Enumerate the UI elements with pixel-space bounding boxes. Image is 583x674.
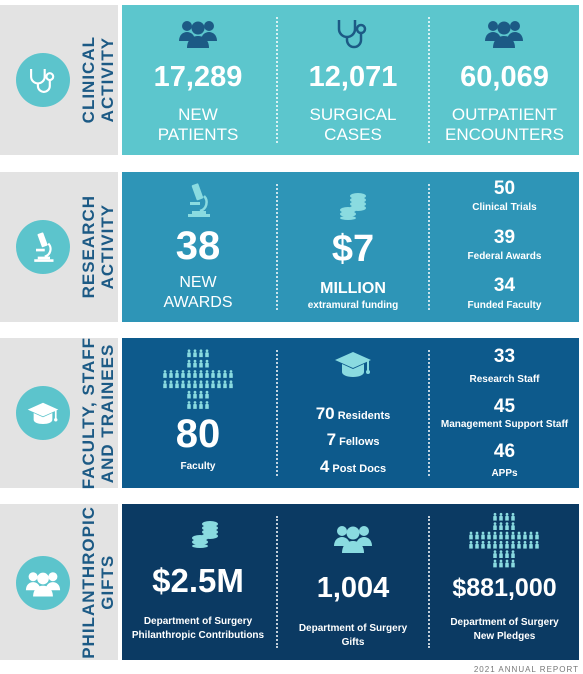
microscope-icon [16,220,70,274]
stat-value: 1,004 [316,572,390,604]
trainees: 70 Residents 7 Fellows 4 Post Docs [278,338,428,488]
stat-caption: NEW PATIENTS [157,105,239,144]
trainee-fellows: 7 Fellows [326,430,380,449]
people-group-icon [485,21,523,48]
list-value: 50 [493,178,516,199]
graduation-cap-icon [16,386,70,440]
people-group-icon [179,21,217,48]
graduation-cap-icon [334,351,372,378]
section-sidebar: FACULTY, STAFF AND TRAINEES [0,336,118,490]
section-label: PHILANTHROPIC GIFTS [79,505,117,659]
list-value: 33 [493,346,516,367]
section-clinical: CLINICAL ACTIVITY 17,289 NEW PATIENTS 12,0… [0,5,583,155]
coin-stack-icon [340,193,366,220]
section-label: CLINICAL ACTIVITY [79,36,117,124]
stat-caption: MILLION [320,280,386,297]
list-caption: Federal Awards [467,251,542,262]
list-value: 34 [493,275,516,296]
list-caption: Clinical Trials [472,202,537,213]
stat-caption: SURGICAL CASES [309,105,397,144]
list-value: 39 [493,227,516,248]
stat-extramural-funding: $7 MILLION extramural funding [278,172,428,322]
stat-caption: Department of Surgery Philanthropic Contr… [131,616,265,641]
stat-value: $2.5M [152,562,244,599]
staff-list: 33 Research Staff 45 Management Support … [430,338,579,488]
stat-value: 12,071 [308,61,398,93]
stat-caption: OUTPATIENT ENCOUNTERS [444,105,564,144]
stat-faculty: 80 Faculty [122,338,274,488]
section-label: FACULTY, STAFF AND TRAINEES [79,336,117,490]
list-caption: Funded Faculty [467,300,542,311]
list-value: 46 [493,441,516,462]
stat-value: 38 [175,224,221,268]
section-research: RESEARCH ACTIVITY 38 NEW AWARDS $7 MILLION… [0,172,583,322]
stat-subcaption: extramural funding [307,300,399,311]
section-sidebar: PHILANTHROPIC GIFTS [0,504,118,660]
stethoscope-icon [16,53,70,107]
stat-value: $881,000 [452,574,557,602]
section-label: RESEARCH ACTIVITY [79,195,117,299]
list-caption: Research Staff [469,374,540,385]
section-sidebar: RESEARCH ACTIVITY [0,172,118,322]
stat-philanthropic-contributions: $2.5M Department of Surgery Philanthropic… [122,504,274,660]
people-group-icon [16,556,70,610]
stat-caption: NEW AWARDS [163,274,233,311]
stat-surgical-cases: 12,071 SURGICAL CASES [278,5,428,155]
stat-caption: Department of Surgery Gifts [298,623,408,648]
section-panel: 38 NEW AWARDS $7 MILLION extramural fundi… [122,172,579,322]
list-value: 45 [493,396,516,417]
section-panel: 17,289 NEW PATIENTS 12,071 SURGICAL CASES … [122,5,579,155]
section-sidebar: CLINICAL ACTIVITY [0,5,118,155]
research-list: 50 Clinical Trials 39 Federal Awards 34 … [430,172,579,322]
microscope-icon [186,182,212,218]
stat-value: 60,069 [460,61,549,93]
stat-new-patients: 17,289 NEW PATIENTS [122,5,274,155]
stat-value: 17,289 [153,61,243,93]
stat-outpatient-encounters: 60,069 OUTPATIENT ENCOUNTERS [430,5,579,155]
coin-stack-icon [192,521,218,548]
section-philanthropic: PHILANTHROPIC GIFTS $2.5M Department of S… [0,504,583,660]
trainee-residents: 70 Residents [315,404,391,423]
list-caption: Management Support Staff [440,419,569,430]
people-group-icon [334,526,372,553]
stat-new-awards: 38 NEW AWARDS [122,172,274,322]
list-caption: APPs [491,468,518,479]
stat-gifts: 1,004 Department of Surgery Gifts [278,504,428,660]
stat-value: 80 [175,412,221,456]
people-cross-icon [469,512,539,568]
stat-new-pledges: $881,000 Department of Surgery New Pledge… [430,504,579,660]
stat-value: $7 [331,228,375,270]
people-cross-icon [163,349,233,409]
section-panel: 80 Faculty 70 Residents 7 Fellows 4 Post… [122,338,579,488]
stethoscope-icon [337,18,367,49]
trainee-postdocs: 4 Post Docs [319,457,387,476]
stat-caption: Faculty [180,461,216,472]
stat-caption: Department of Surgery New Pledges [450,617,559,642]
section-faculty: FACULTY, STAFF AND TRAINEES 80 Faculty 70… [0,336,583,490]
section-panel: $2.5M Department of Surgery Philanthropic… [122,504,579,660]
